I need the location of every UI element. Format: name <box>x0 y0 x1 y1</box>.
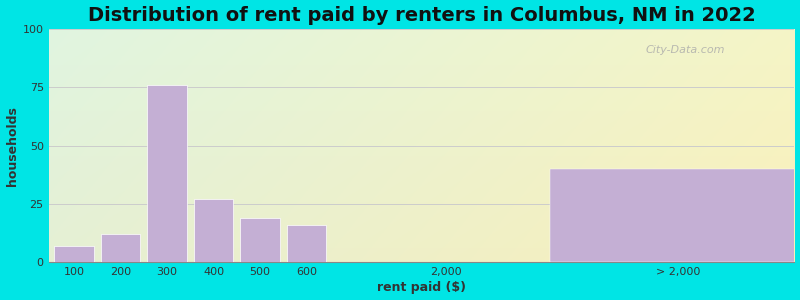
Bar <box>550 169 800 262</box>
Title: Distribution of rent paid by renters in Columbus, NM in 2022: Distribution of rent paid by renters in … <box>88 6 755 25</box>
X-axis label: rent paid ($): rent paid ($) <box>377 281 466 294</box>
Bar <box>240 218 280 262</box>
Y-axis label: households: households <box>6 106 18 186</box>
Bar <box>101 234 140 262</box>
Text: City-Data.com: City-Data.com <box>646 45 725 55</box>
Bar <box>286 225 326 262</box>
Bar <box>147 85 187 262</box>
Bar <box>54 246 94 262</box>
Bar <box>194 200 234 262</box>
